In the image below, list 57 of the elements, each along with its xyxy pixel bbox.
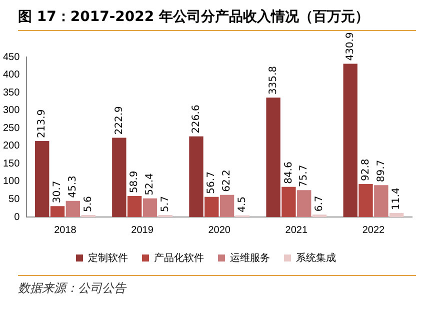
bar <box>66 200 80 217</box>
legend-label: 运维服务 <box>230 252 270 264</box>
bar <box>112 138 126 217</box>
y-tick-label: 100 <box>2 176 20 188</box>
legend-label: 定制软件 <box>88 252 128 264</box>
bar <box>297 190 312 217</box>
bar <box>35 140 50 217</box>
data-label: 335.8 <box>268 66 279 95</box>
data-label: 62.2 <box>222 170 233 192</box>
x-tick-label: 2018 <box>54 224 77 236</box>
data-label: 56.7 <box>206 172 218 194</box>
data-label: 5.6 <box>82 196 94 212</box>
source-note: 数据来源：公司公告 <box>18 275 416 297</box>
data-label: 430.9 <box>344 32 356 61</box>
legend-label: 系统集成 <box>296 252 336 264</box>
data-label: 5.7 <box>160 196 171 212</box>
data-label: 92.8 <box>360 158 372 182</box>
bar <box>343 64 358 217</box>
bar <box>189 136 204 217</box>
bar <box>50 206 65 217</box>
y-tick-label: 250 <box>2 122 20 134</box>
x-tick-label: 2020 <box>208 224 231 236</box>
data-label: 30.7 <box>52 180 64 204</box>
data-label: 222.9 <box>114 106 125 135</box>
bar <box>282 186 296 217</box>
y-tick-label: 400 <box>2 70 20 81</box>
y-tick-label: 300 <box>2 105 20 116</box>
data-label: 226.6 <box>190 104 202 134</box>
bar <box>390 212 404 217</box>
bar <box>127 196 142 217</box>
data-label: 75.7 <box>298 164 310 188</box>
data-label: 84.6 <box>283 162 294 184</box>
chart-title: 图 17：2017-2022 年公司分产品收入情况（百万元） <box>18 0 416 31</box>
y-tick-label: 450 <box>2 52 20 63</box>
data-label: 4.5 <box>237 196 248 212</box>
x-tick-label: 2022 <box>362 224 386 236</box>
bar <box>204 196 219 217</box>
y-tick-label: 150 <box>2 158 20 170</box>
data-label: 45.3 <box>68 176 79 198</box>
data-label: 58.9 <box>129 170 140 194</box>
data-label: 11.4 <box>391 188 402 210</box>
legend-label: 产品化软件 <box>154 252 204 264</box>
bar <box>374 185 388 217</box>
bar <box>358 184 373 217</box>
x-tick-label: 2019 <box>131 224 154 236</box>
x-tick-label: 2021 <box>285 224 308 236</box>
bar <box>142 198 158 217</box>
data-label: 52.4 <box>144 173 156 196</box>
bar <box>266 98 280 217</box>
y-tick-label: 350 <box>2 87 20 98</box>
y-tick-label: 200 <box>2 140 20 152</box>
y-tick-label: 0 <box>14 212 20 223</box>
y-tick-label: 50 <box>8 194 20 205</box>
bar <box>220 194 234 217</box>
data-label: 89.7 <box>376 160 387 182</box>
data-label: 213.9 <box>36 109 48 138</box>
data-label: 6.7 <box>314 196 326 212</box>
